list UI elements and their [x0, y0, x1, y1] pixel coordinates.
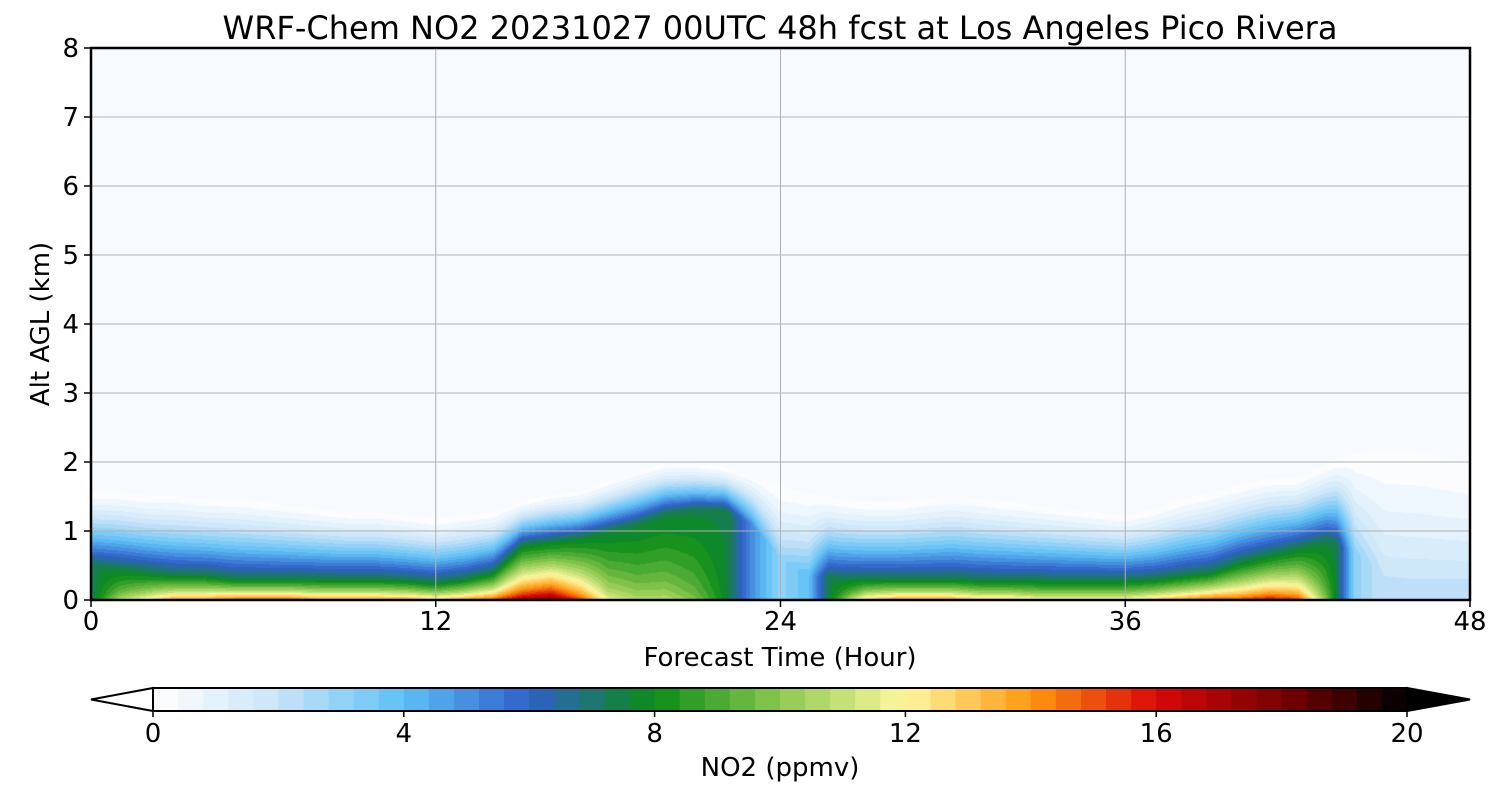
colorbar-bin	[403, 688, 430, 711]
y-tick-label: 0	[62, 586, 79, 616]
colorbar-bin	[980, 688, 1007, 711]
y-tick-label: 2	[62, 448, 79, 478]
colorbar-bin	[479, 688, 505, 711]
colorbar-tick-label: 4	[396, 719, 413, 749]
colorbar-tick-label: 8	[646, 719, 663, 749]
x-tick-label: 12	[419, 607, 452, 637]
colorbar-bin	[604, 688, 631, 711]
colorbar-tick-label: 0	[145, 719, 162, 749]
x-tick-label: 48	[1453, 607, 1486, 637]
x-tick-label: 0	[83, 607, 100, 637]
y-tick-label: 4	[62, 310, 79, 340]
colorbar-bin	[754, 688, 781, 711]
colorbar-bin	[1206, 688, 1233, 711]
colorbar-bin	[328, 688, 355, 711]
colorbar-bin	[930, 688, 957, 711]
y-tick-label: 7	[62, 103, 79, 133]
colorbar-bin	[855, 688, 881, 711]
colorbar-bin	[830, 688, 856, 711]
colorbar-bin	[1156, 688, 1182, 711]
y-tick-label: 5	[62, 241, 79, 271]
colorbar-bin	[203, 688, 229, 711]
colorbar-bin	[905, 688, 932, 711]
colorbar-tick-label: 20	[1390, 719, 1423, 749]
colorbar-bin	[453, 688, 480, 711]
colorbar-bin	[780, 688, 806, 711]
colorbar-bin	[378, 688, 405, 711]
colorbar-bin	[579, 688, 606, 711]
x-tick-label: 36	[1109, 607, 1142, 637]
x-axis-label: Forecast Time (Hour)	[643, 643, 916, 673]
colorbar-min-extend	[90, 686, 154, 713]
y-tick-label: 3	[62, 379, 79, 409]
colorbar-bin	[1005, 688, 1032, 711]
colorbar: 0 4 8 12 16 20	[90, 686, 1471, 749]
colorbar-bin	[303, 688, 330, 711]
colorbar-bin	[278, 688, 305, 711]
y-tick-label: 6	[62, 172, 79, 202]
colorbar-bin	[729, 688, 756, 711]
colorbar-bin	[704, 688, 731, 711]
colorbar-bin	[428, 688, 455, 711]
colorbar-bin	[504, 688, 530, 711]
colorbar-bin	[654, 688, 681, 711]
plot-frame	[89, 46, 1472, 602]
colorbar-bin	[228, 688, 254, 711]
colorbar-bin	[353, 688, 380, 711]
colorbar-bin	[1055, 688, 1082, 711]
colorbar-bin	[1181, 688, 1207, 711]
colorbar-frame	[152, 687, 1408, 712]
colorbar-bin	[805, 688, 831, 711]
colorbar-bin	[1080, 688, 1107, 711]
colorbar-label: NO2 (ppmv)	[701, 753, 860, 783]
y-tick-label: 8	[62, 34, 79, 64]
colorbar-max-extend	[1406, 686, 1471, 713]
chart-title: WRF-Chem NO2 20231027 00UTC 48h fcst at …	[223, 9, 1338, 47]
colorbar-bin	[1281, 688, 1308, 711]
colorbar-bin	[1381, 688, 1408, 711]
colorbar-tick-label: 12	[889, 719, 922, 749]
colorbar-bin	[178, 688, 204, 711]
colorbar-bin	[679, 688, 706, 711]
colorbar-bin	[955, 688, 982, 711]
colorbar-bin	[1030, 688, 1057, 711]
colorbar-tick-label: 16	[1140, 719, 1173, 749]
colorbar-bin	[1331, 688, 1358, 711]
colorbar-bin	[880, 688, 906, 711]
colorbar-bin	[1231, 688, 1258, 711]
y-axis-label: Alt AGL (km)	[26, 242, 56, 406]
colorbar-bin	[1131, 688, 1157, 711]
colorbar-bin	[629, 688, 656, 711]
colorbar-bin	[554, 688, 580, 711]
colorbar-bin	[1356, 688, 1383, 711]
colorbar-bin	[1256, 688, 1283, 711]
y-tick-label: 1	[62, 517, 79, 547]
x-tick-label: 24	[764, 607, 797, 637]
colorbar-bin	[153, 688, 179, 711]
colorbar-bin	[253, 688, 279, 711]
colorbar-bin	[529, 688, 555, 711]
colorbar-bin	[1106, 688, 1132, 711]
colorbar-bin	[1306, 688, 1333, 711]
